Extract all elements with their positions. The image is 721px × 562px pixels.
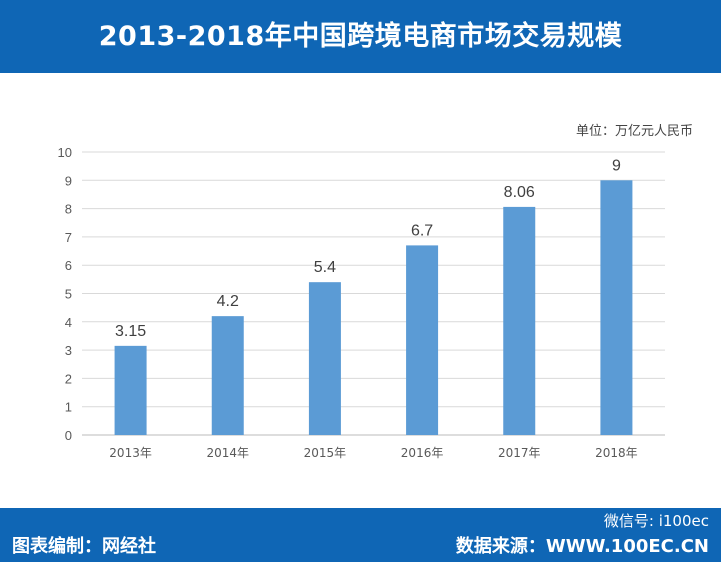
data-source: 数据来源：WWW.100EC.CN <box>455 536 709 557</box>
y-tick-label: 6 <box>65 258 72 273</box>
y-tick-label: 10 <box>58 145 72 160</box>
chart-title: 2013-2018年中国跨境电商市场交易规模 <box>0 0 721 73</box>
data-label: 8.06 <box>504 184 535 201</box>
y-tick-label: 4 <box>65 315 72 330</box>
x-tick-label: 2014年 <box>206 446 249 460</box>
chart-credit: 图表编制：网经社 <box>12 536 156 557</box>
bar <box>211 316 244 435</box>
data-label: 5.4 <box>314 259 336 276</box>
unit-label: 单位：万亿元人民币 <box>575 124 693 139</box>
y-tick-label: 7 <box>65 230 72 245</box>
y-tick-label: 1 <box>65 400 72 415</box>
bar <box>406 245 439 435</box>
bar <box>600 180 633 435</box>
x-tick-label: 2016年 <box>401 446 444 460</box>
x-tick-label: 2018年 <box>595 446 638 460</box>
bar <box>503 206 536 435</box>
y-tick-label: 3 <box>65 343 72 358</box>
x-tick-label: 2015年 <box>304 446 347 460</box>
data-label: 3.15 <box>115 323 146 340</box>
bar <box>114 345 147 435</box>
y-tick-label: 5 <box>65 287 72 302</box>
footer-bar: 微信号: i100ec 图表编制：网经社 数据来源：WWW.100EC.CN <box>0 508 721 562</box>
y-tick-label: 2 <box>65 371 72 386</box>
data-label: 6.7 <box>411 222 433 239</box>
data-label: 9 <box>612 157 621 174</box>
data-label: 4.2 <box>217 293 239 310</box>
x-tick-label: 2013年 <box>109 446 152 460</box>
y-tick-label: 9 <box>65 173 72 188</box>
bar <box>308 282 341 435</box>
y-tick-label: 8 <box>65 202 72 217</box>
x-tick-label: 2017年 <box>498 446 541 460</box>
wechat-id: 微信号: i100ec <box>603 512 709 530</box>
y-tick-label: 0 <box>65 428 72 443</box>
